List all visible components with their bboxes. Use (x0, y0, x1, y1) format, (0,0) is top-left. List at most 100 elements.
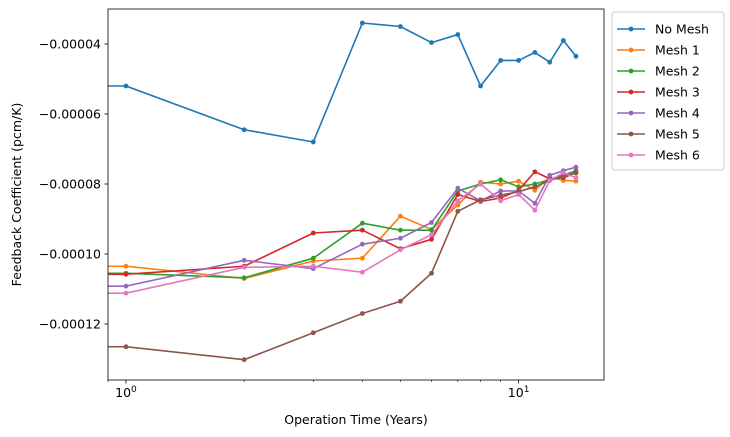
data-point (359, 255, 365, 261)
data-point (359, 269, 365, 275)
x-tick-label: 100 (115, 385, 137, 400)
data-point (241, 275, 247, 281)
data-point (359, 20, 365, 26)
legend-label: Mesh 4 (655, 106, 700, 121)
data-point (560, 38, 566, 43)
legend-marker (628, 26, 634, 32)
data-point (532, 207, 538, 213)
data-point (498, 188, 504, 194)
data-point (359, 220, 365, 226)
series-layer (5, 20, 579, 363)
legend-item: No Mesh (617, 22, 709, 37)
data-point (398, 235, 403, 241)
data-point (455, 32, 461, 37)
data-point (123, 290, 129, 296)
data-point (359, 227, 365, 233)
legend-label: Mesh 3 (655, 85, 700, 100)
data-point (532, 169, 538, 175)
data-point (123, 83, 129, 89)
data-point (241, 257, 247, 263)
data-point (5, 344, 10, 349)
legend-label: Mesh 1 (655, 43, 700, 58)
data-point (573, 170, 579, 176)
y-tick-label: −0.00008 (39, 177, 101, 192)
data-point (429, 270, 434, 276)
legend-marker (628, 152, 634, 158)
legend-marker (628, 89, 634, 95)
data-point (560, 170, 566, 176)
legend: No Mesh Mesh 1 Mesh 2 Mesh 3 Mesh 4 Mesh 5 Mes… (611, 11, 725, 171)
y-axis-label: Feedback Coefficient (pcm/K) (9, 103, 24, 287)
data-point (532, 50, 538, 55)
data-point (547, 178, 553, 183)
data-point (123, 271, 129, 277)
series-6 (5, 170, 579, 296)
data-point (498, 198, 504, 204)
data-point (398, 227, 403, 233)
data-point (123, 344, 129, 350)
data-point (516, 58, 522, 63)
data-point (478, 197, 483, 203)
data-point (429, 40, 434, 45)
legend-marker (628, 47, 634, 53)
y-tick-label: −0.00006 (39, 107, 101, 122)
data-point (478, 181, 483, 187)
data-point (573, 178, 579, 184)
legend-item: Mesh 2 (617, 64, 700, 79)
data-point (532, 184, 538, 190)
data-point (429, 220, 434, 225)
data-point (310, 230, 316, 236)
legend-marker (628, 131, 634, 137)
data-point (310, 139, 316, 145)
data-point (532, 187, 538, 193)
legend-frame (611, 11, 725, 171)
legend-item: Mesh 3 (617, 85, 700, 100)
data-point (498, 58, 504, 63)
data-point (5, 291, 10, 296)
data-point (455, 192, 461, 197)
data-point (123, 263, 129, 269)
data-point (310, 330, 316, 336)
x-axis-ticks: 100 101 (107, 380, 530, 400)
data-point (429, 227, 434, 233)
series-0 (5, 20, 579, 145)
data-point (573, 164, 579, 170)
data-point (398, 247, 403, 253)
legend-marker (628, 110, 634, 116)
y-tick-label: −0.00004 (39, 37, 101, 52)
data-point (359, 241, 365, 247)
data-point (547, 59, 553, 65)
data-point (498, 192, 504, 198)
legend-item: Mesh 6 (617, 148, 700, 163)
data-point (573, 53, 579, 59)
data-point (241, 127, 247, 133)
legend-item: Mesh 5 (617, 127, 700, 142)
data-point (573, 175, 579, 181)
legend-label: Mesh 6 (655, 148, 700, 163)
data-point (398, 298, 403, 304)
legend-label: Mesh 2 (655, 64, 700, 79)
data-point (455, 185, 461, 191)
data-point (560, 173, 566, 179)
data-point (310, 263, 316, 269)
data-point (359, 311, 365, 316)
plot-frame (107, 8, 605, 381)
data-point (547, 172, 553, 178)
y-tick-label: −0.00010 (39, 247, 101, 262)
legend-item: Mesh 1 (617, 43, 700, 58)
y-tick-label: −0.00012 (39, 317, 101, 332)
data-point (398, 213, 403, 219)
data-point (5, 84, 10, 89)
legend-item: Mesh 4 (617, 106, 700, 121)
x-axis-label: Operation Time (Years) (284, 412, 427, 427)
x-tick-label: 101 (508, 385, 530, 400)
data-point (478, 83, 483, 89)
data-point (455, 202, 461, 208)
data-point (455, 198, 461, 204)
data-point (498, 181, 504, 187)
data-point (429, 232, 434, 238)
data-point (241, 357, 247, 363)
y-axis-ticks: −0.00004 −0.00006 −0.00008 −0.00010 −0.00012 (39, 37, 108, 332)
data-point (516, 178, 522, 184)
